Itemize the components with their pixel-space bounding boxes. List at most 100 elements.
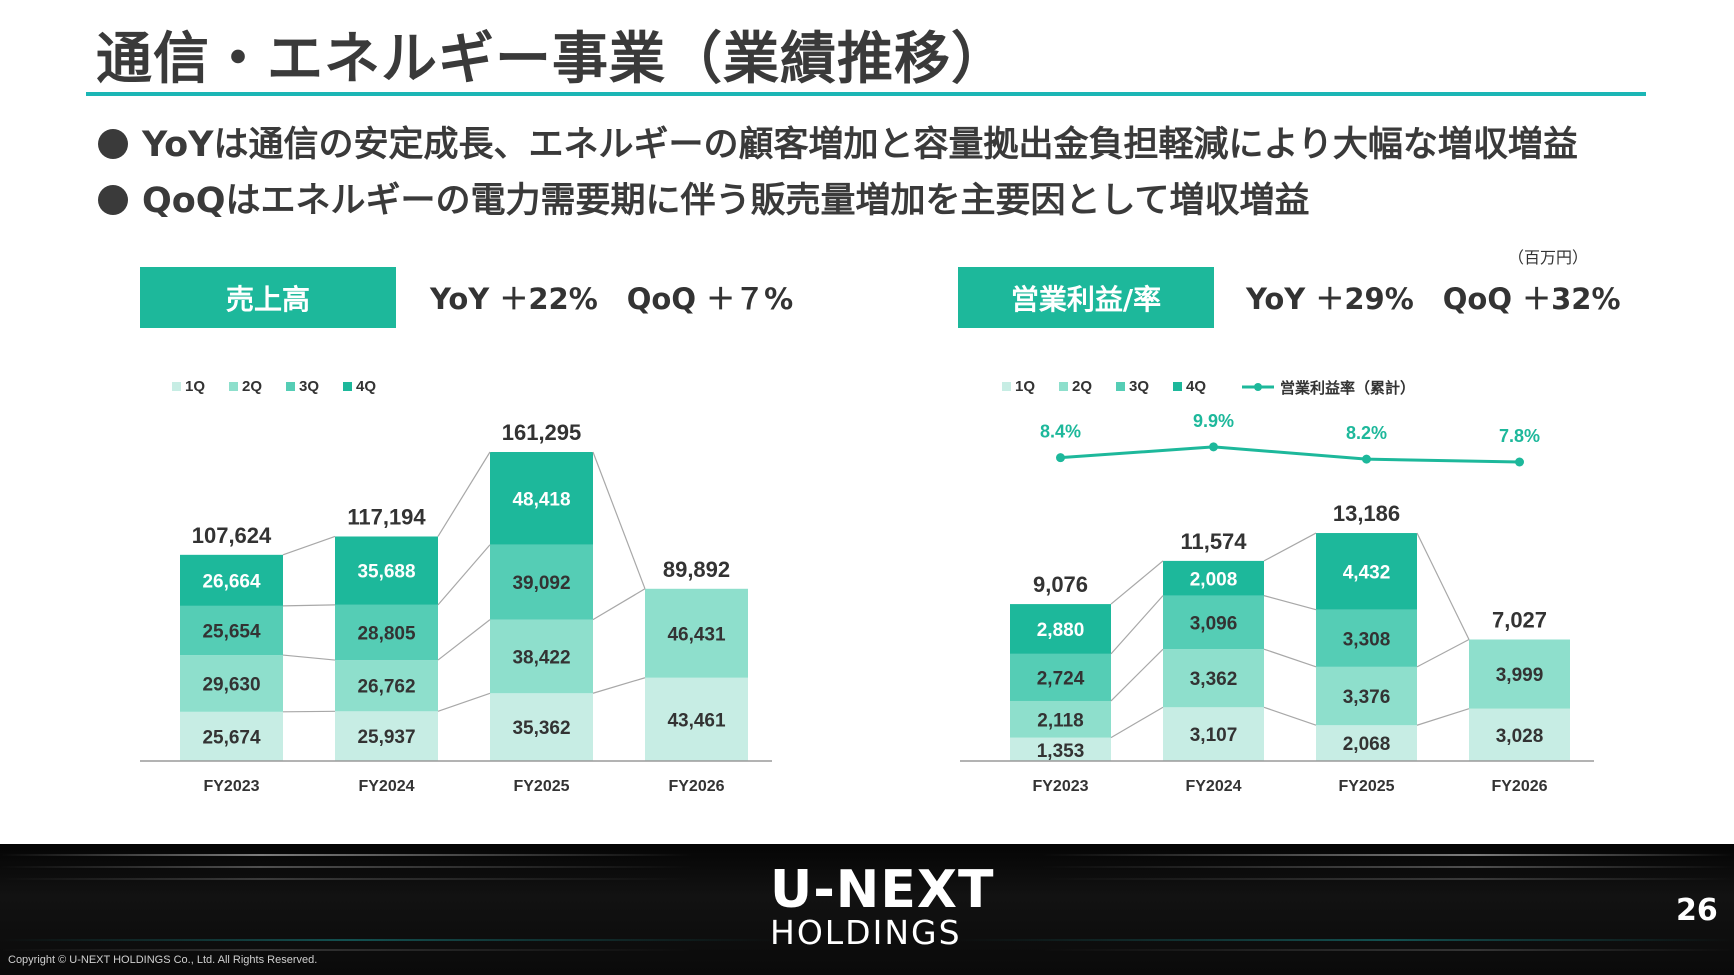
connector-FY2024-0: [437, 692, 491, 712]
legend-label-1Q: 1Q: [1015, 378, 1035, 395]
bar-FY2024-4Q: [335, 536, 438, 605]
x-tick-FY2026: FY2026: [668, 778, 724, 795]
bar-label-FY2025-3Q: 39,092: [512, 573, 570, 594]
legend-label-margin: 営業利益率（累計）: [1280, 379, 1415, 397]
bar-FY2026-2Q: [645, 588, 748, 678]
margin-label-FY2026: 7.8%: [1499, 426, 1540, 446]
bar-FY2024-2Q: [335, 660, 438, 712]
footer-banner: [0, 844, 1734, 975]
bar-FY2023-1Q: [180, 711, 283, 761]
legend-swatch-2Q: [229, 382, 238, 391]
connector-FY2023-3: [282, 535, 336, 556]
bar-label-FY2025-4Q: 48,418: [512, 489, 570, 510]
connector-FY2023-2: [1110, 595, 1164, 655]
legend-swatch-4Q: [1173, 382, 1182, 391]
connector-FY2024-2: [1263, 595, 1317, 611]
sales-tag: 売上高: [140, 267, 396, 328]
bar-label-FY2025-2Q: 38,422: [512, 647, 570, 668]
bar-FY2023-3Q: [180, 605, 283, 656]
bar-label-FY2023-3Q: 2,724: [1037, 668, 1085, 689]
connector-FY2025-3: [592, 451, 646, 590]
margin-label-FY2023: 8.4%: [1040, 422, 1081, 442]
connector-FY2025-3: [1416, 532, 1470, 640]
connector-FY2025-1: [592, 588, 646, 621]
total-label-FY2023: 107,624: [192, 523, 272, 548]
sales-chart: 1Q 2Q 3Q 4Q 25,674 29,630 25,654 26,664 107,624 F…: [140, 378, 772, 795]
bar-label-FY2025-1Q: 35,362: [512, 718, 570, 739]
legend-label-2Q: 2Q: [242, 378, 262, 395]
connector-FY2024-1: [1263, 648, 1317, 668]
connector-FY2024-2: [437, 544, 491, 606]
bar-FY2023-3Q: [1010, 653, 1111, 701]
legend-label-1Q: 1Q: [185, 378, 205, 395]
operating-income-tag: 営業利益/率: [958, 267, 1214, 328]
x-tick-FY2025: FY2025: [1338, 778, 1394, 795]
bar-FY2024-3Q: [335, 604, 438, 661]
legend-swatch-2Q: [1059, 382, 1068, 391]
legend-label-4Q: 4Q: [1186, 378, 1206, 395]
margin-line: [1060, 445, 1520, 464]
margin-label-FY2025: 8.2%: [1346, 423, 1387, 443]
bar-label-FY2024-2Q: 26,762: [357, 677, 415, 698]
margin-point-FY2026: [1515, 457, 1524, 467]
bar-FY2026-1Q: [645, 677, 748, 761]
bar-label-FY2025-3Q: 3,308: [1343, 629, 1391, 650]
operating-income-chart: 1Q 2Q 3Q 4Q 営業利益率（累計） 1,353 2,118 2,724 2,880 9,0…: [960, 378, 1594, 795]
copyright-notice: Copyright © U-NEXT HOLDINGS Co., Ltd. Al…: [8, 954, 318, 966]
bar-label-FY2024-3Q: 3,096: [1190, 613, 1238, 634]
connector-FY2023-0: [282, 710, 336, 713]
company-logo-subtitle: HOLDINGS: [770, 913, 962, 952]
x-tick-FY2024: FY2024: [358, 778, 414, 795]
connector-FY2025-1: [1416, 638, 1470, 668]
bar-FY2025-2Q: [490, 619, 593, 694]
bullet-dot-icon: [98, 185, 128, 215]
bar-FY2024-4Q: [1163, 560, 1264, 596]
bar-FY2024-1Q: [1163, 707, 1264, 761]
page-number: 26: [1676, 893, 1718, 928]
bar-FY2026-1Q: [1469, 708, 1570, 761]
x-tick-FY2024: FY2024: [1185, 778, 1241, 795]
bar-FY2026-2Q: [1469, 639, 1570, 709]
total-label-FY2026: 89,892: [663, 557, 730, 582]
bar-label-FY2024-1Q: 25,937: [357, 727, 415, 748]
margin-label-FY2024: 9.9%: [1193, 411, 1234, 431]
bar-label-FY2023-3Q: 25,654: [202, 621, 261, 642]
sales-growth: YoY ＋22% QoQ ＋７%: [430, 282, 794, 316]
total-label-FY2025: 13,186: [1333, 501, 1400, 526]
bar-FY2025-4Q: [490, 452, 593, 545]
bar-label-FY2023-1Q: 25,674: [202, 727, 261, 748]
x-tick-FY2025: FY2025: [513, 778, 569, 795]
bar-label-FY2026-2Q: 46,431: [667, 624, 726, 645]
bar-label-FY2026-1Q: 43,461: [667, 710, 726, 731]
total-label-FY2024: 117,194: [347, 504, 426, 529]
legend-swatch-4Q: [343, 382, 352, 391]
bar-label-FY2025-4Q: 4,432: [1343, 562, 1391, 583]
margin-point-FY2023: [1056, 453, 1065, 463]
total-label-FY2023: 9,076: [1033, 572, 1088, 597]
legend-swatch-1Q: [172, 382, 181, 391]
legend-label-2Q: 2Q: [1072, 378, 1092, 395]
operating-income-growth: YoY ＋29% QoQ ＋32%: [1246, 282, 1621, 316]
bar-label-FY2024-4Q: 2,008: [1190, 569, 1238, 590]
connector-FY2024-3: [1263, 532, 1317, 562]
bar-FY2024-1Q: [335, 711, 438, 761]
legend-line-marker: [1254, 383, 1262, 391]
x-tick-FY2026: FY2026: [1491, 778, 1547, 795]
page-title: 通信・エネルギー事業（業績推移）: [96, 27, 1008, 92]
title-underline: [86, 92, 1646, 96]
bar-label-FY2025-2Q: 3,376: [1343, 687, 1391, 708]
bar-FY2023-4Q: [180, 554, 283, 606]
bar-label-FY2024-1Q: 3,107: [1190, 725, 1238, 746]
bar-label-FY2025-1Q: 2,068: [1343, 734, 1391, 755]
bar-label-FY2024-4Q: 35,688: [357, 562, 415, 583]
bar-FY2024-3Q: [1163, 595, 1264, 650]
bar-label-FY2023-1Q: 1,353: [1037, 741, 1085, 762]
company-logo-wordmark: U-NEXT: [770, 860, 995, 920]
connector-FY2023-1: [1110, 648, 1164, 702]
connector-FY2025-0: [1416, 708, 1470, 726]
bar-FY2023-1Q: [1010, 737, 1111, 761]
bar-FY2023-4Q: [1010, 604, 1111, 654]
connector-FY2023-1: [282, 654, 336, 661]
connector-FY2023-3: [1110, 560, 1164, 605]
bullet-dot-icon: [98, 129, 128, 159]
